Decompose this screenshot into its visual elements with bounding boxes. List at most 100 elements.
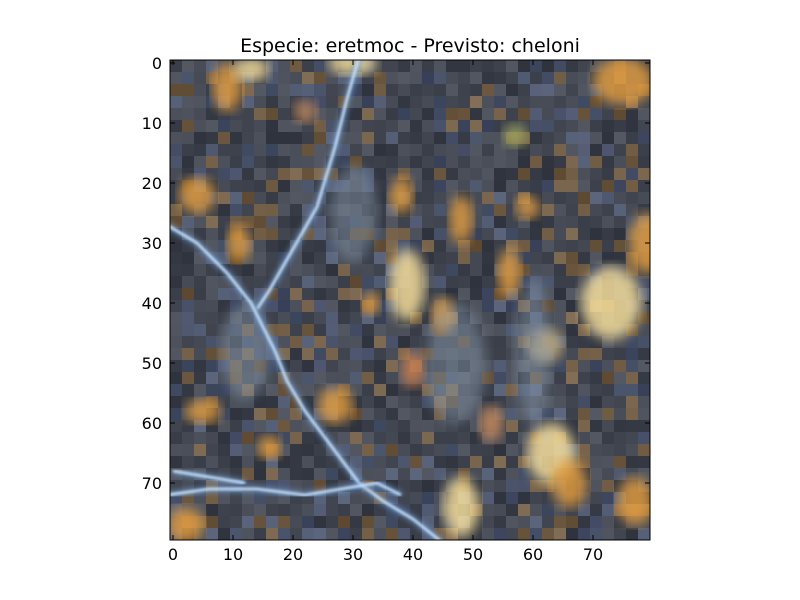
texture-cell [326,516,338,528]
texture-cell [602,180,614,192]
texture-cell [542,204,554,216]
texture-cell [518,180,530,192]
texture-cell [242,276,254,288]
texture-cell [506,312,518,324]
texture-cell [206,492,218,504]
texture-cell [206,528,218,540]
texture-cell [482,324,494,336]
texture-cell [554,228,566,240]
texture-cell [530,528,542,540]
texture-cell [410,204,422,216]
texture-cell [638,312,650,324]
texture-cell [446,72,458,84]
texture-cell [626,360,638,372]
texture-cell [530,168,542,180]
texture-cell [374,168,386,180]
texture-cell [206,60,218,72]
texture-cell [254,180,266,192]
texture-cell [602,108,614,120]
texture-cell [374,252,386,264]
texture-cell [602,396,614,408]
texture-cell [278,192,290,204]
texture-cell [566,168,578,180]
texture-cell [170,132,182,144]
texture-cell [218,192,230,204]
highlight-blob [515,195,539,219]
texture-cell [482,480,494,492]
texture-cell [362,84,374,96]
texture-cell [566,192,578,204]
texture-cell [410,216,422,228]
highlight-blob [593,60,650,105]
texture-cell [170,288,182,300]
texture-cell [218,156,230,168]
texture-cell [266,384,278,396]
texture-cell [170,348,182,360]
texture-cell [470,96,482,108]
texture-cell [446,96,458,108]
texture-cell [566,204,578,216]
texture-cell [554,396,566,408]
texture-cell [386,456,398,468]
texture-cell [638,288,650,300]
texture-cell [326,96,338,108]
texture-cell [290,324,302,336]
texture-cell [590,120,602,132]
texture-cell [458,420,470,432]
texture-cell [518,168,530,180]
texture-cell [434,60,446,72]
texture-cell [602,192,614,204]
texture-cell [266,168,278,180]
texture-cell [626,348,638,360]
texture-cell [278,84,290,96]
texture-cell [458,156,470,168]
texture-cell [506,408,518,420]
texture-cell [386,216,398,228]
texture-cell [266,132,278,144]
texture-cell [290,468,302,480]
texture-cell [218,420,230,432]
texture-cell [410,504,422,516]
texture-cell [506,84,518,96]
texture-cell [554,288,566,300]
texture-cell [422,480,434,492]
texture-cell [446,180,458,192]
texture-cell [374,144,386,156]
texture-cell [242,408,254,420]
texture-cell [626,180,638,192]
texture-cell [542,192,554,204]
texture-cell [374,312,386,324]
texture-cell [350,408,362,420]
texture-cell [302,132,314,144]
texture-cell [566,360,578,372]
texture-cell [194,456,206,468]
texture-cell [554,360,566,372]
texture-cell [302,324,314,336]
texture-cell [458,288,470,300]
texture-cell [254,144,266,156]
texture-cell [386,120,398,132]
texture-cell [350,144,362,156]
texture-cell [290,180,302,192]
highlight-blob [293,99,317,123]
texture-cell [218,168,230,180]
texture-cell [578,516,590,528]
texture-cell [578,216,590,228]
texture-cell [218,528,230,540]
texture-cell [278,132,290,144]
texture-cell [494,108,506,120]
texture-cell [446,432,458,444]
texture-cell [230,504,242,516]
texture-cell [578,228,590,240]
texture-cell [254,468,266,480]
texture-cell [398,384,410,396]
texture-cell [530,216,542,228]
texture-cell [482,468,494,480]
texture-cell [410,432,422,444]
texture-cell [458,84,470,96]
texture-cell [434,480,446,492]
texture-cell [314,72,326,84]
texture-cell [590,444,602,456]
texture-cell [302,516,314,528]
texture-cell [194,228,206,240]
